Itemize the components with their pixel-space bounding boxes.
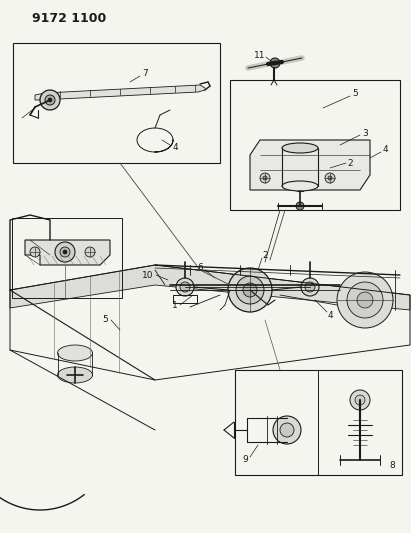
- Circle shape: [45, 95, 55, 105]
- Circle shape: [228, 268, 272, 312]
- Text: 4: 4: [327, 311, 333, 319]
- Circle shape: [63, 250, 67, 254]
- Text: 6: 6: [197, 263, 203, 272]
- Circle shape: [55, 242, 75, 262]
- Bar: [12, 218, 122, 298]
- Circle shape: [273, 61, 277, 65]
- Circle shape: [328, 176, 332, 180]
- Circle shape: [263, 176, 267, 180]
- Text: 8: 8: [389, 461, 395, 470]
- Bar: [235, 370, 402, 475]
- Bar: [13, 43, 220, 163]
- Text: 10: 10: [142, 271, 154, 279]
- Bar: [230, 80, 400, 210]
- Text: 4: 4: [382, 146, 388, 155]
- Text: 9172 1100: 9172 1100: [32, 12, 106, 25]
- Ellipse shape: [282, 143, 318, 153]
- Polygon shape: [250, 140, 370, 190]
- Circle shape: [30, 247, 40, 257]
- Circle shape: [280, 423, 294, 437]
- Circle shape: [236, 276, 264, 304]
- Circle shape: [48, 98, 52, 102]
- Ellipse shape: [282, 181, 318, 191]
- Text: 5: 5: [102, 316, 108, 325]
- Circle shape: [260, 173, 270, 183]
- Circle shape: [270, 58, 280, 68]
- Circle shape: [305, 282, 315, 292]
- Circle shape: [273, 416, 301, 444]
- Polygon shape: [35, 85, 205, 100]
- Text: 1: 1: [172, 301, 178, 310]
- Circle shape: [296, 202, 304, 210]
- Text: 2: 2: [347, 158, 353, 167]
- Text: 2: 2: [262, 251, 268, 260]
- Text: 3: 3: [362, 128, 368, 138]
- Text: 11: 11: [254, 51, 266, 60]
- Ellipse shape: [58, 345, 92, 361]
- Circle shape: [347, 282, 383, 318]
- Ellipse shape: [58, 367, 92, 383]
- Polygon shape: [25, 240, 110, 265]
- Circle shape: [176, 278, 194, 296]
- Circle shape: [60, 247, 70, 257]
- Circle shape: [337, 272, 393, 328]
- Text: 5: 5: [352, 88, 358, 98]
- Circle shape: [243, 283, 257, 297]
- Text: 9: 9: [242, 456, 248, 464]
- Circle shape: [357, 292, 373, 308]
- Text: 7: 7: [142, 69, 148, 77]
- Circle shape: [40, 90, 60, 110]
- Circle shape: [301, 278, 319, 296]
- Polygon shape: [10, 265, 410, 310]
- Circle shape: [355, 395, 365, 405]
- Circle shape: [85, 247, 95, 257]
- Circle shape: [180, 282, 190, 292]
- Circle shape: [350, 390, 370, 410]
- Circle shape: [325, 173, 335, 183]
- Text: 4: 4: [172, 143, 178, 152]
